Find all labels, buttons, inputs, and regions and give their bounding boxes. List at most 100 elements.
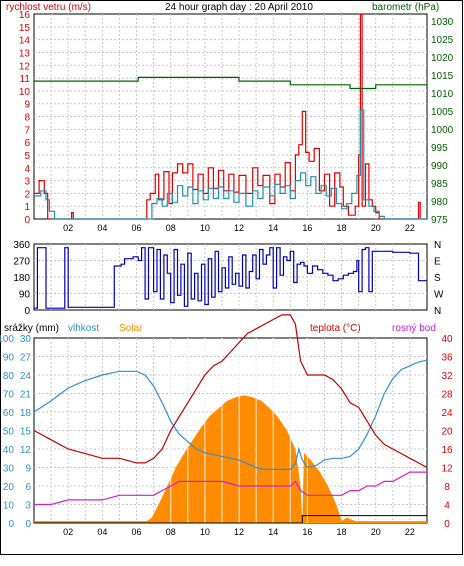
barometer-y-ticks-right: 975 980 985 990 995 1000 1005 1010 1015 1020 1025 1… [431, 17, 454, 226]
y-tick-label: 7 [24, 125, 30, 136]
humidity-y-ticks: 0 10 20 30 40 50 60 70 80 90 100 [0, 334, 14, 530]
y-tick-label: E [434, 257, 441, 268]
y-tick-label: 6 [24, 138, 30, 149]
x-tick-label: 22 [405, 223, 415, 233]
y-tick-label: 10 [19, 87, 31, 98]
solar-axis-label: Solar [119, 323, 143, 334]
y-tick-label: 13 [19, 48, 31, 59]
y-tick-label: 9 [24, 100, 30, 111]
temperature-y-ticks: 0 4 8 12 16 20 24 28 32 36 40 [441, 334, 453, 530]
y-tick-label: N [434, 240, 441, 251]
series-line-rain [34, 515, 427, 524]
x-tick-label: 18 [337, 223, 347, 233]
y-tick-label: 1020 [431, 53, 454, 64]
y-tick-label: 0 [24, 215, 30, 226]
y-tick-label: 18 [20, 408, 32, 419]
y-tick-label: 90 [3, 353, 15, 364]
x-tick-label: 22 [405, 527, 415, 537]
x-tick-label: 14 [268, 223, 278, 233]
y-tick-label: 3 [24, 177, 30, 188]
barometer-axis-label: barometr (hPa) [372, 2, 439, 13]
solar-area [34, 395, 427, 523]
y-tick-label: 12 [441, 464, 453, 475]
x-tick-label: 12 [234, 527, 244, 537]
x-tick-label: 10 [200, 527, 210, 537]
temperature-axis-label: teplota (°C) [310, 323, 361, 334]
temperature-series [33, 314, 428, 524]
direction-series [34, 247, 427, 309]
y-tick-label: 30 [20, 334, 32, 345]
y-tick-label: 8 [24, 113, 30, 124]
series-line-teplota [33, 314, 428, 469]
y-tick-label: 8 [444, 482, 450, 493]
y-tick-label: 990 [431, 161, 448, 172]
y-tick-label: 12 [20, 445, 32, 456]
y-tick-label: 16 [19, 10, 31, 21]
x-tick-label: 06 [132, 223, 142, 233]
y-tick-label: 20 [441, 427, 453, 438]
y-tick-label: 0 [25, 519, 31, 530]
y-tick-label: 980 [431, 197, 448, 208]
y-tick-label: 28 [441, 390, 453, 401]
y-tick-label: 80 [3, 371, 15, 382]
x-tick-label: 20 [371, 223, 381, 233]
y-tick-label: 1 [24, 202, 30, 213]
series-line-rosný bod [34, 471, 427, 506]
y-tick-label: 14 [19, 36, 31, 47]
rain-axis-label: srážky (mm) [4, 323, 59, 334]
y-tick-label: 90 [19, 290, 31, 301]
temperature-x-ticks: 02 04 06 08 10 12 14 16 18 20 22 [63, 527, 415, 537]
x-tick-label: 08 [166, 223, 176, 233]
y-tick-label: W [434, 290, 444, 301]
y-tick-label: S [434, 273, 441, 284]
y-tick-label: 1025 [431, 35, 454, 46]
series-line-average [34, 109, 427, 220]
wind-series [34, 13, 427, 220]
y-tick-label: 36 [441, 353, 453, 364]
y-tick-label: 24 [20, 371, 32, 382]
y-tick-label: 270 [13, 257, 30, 268]
series-line-vlhkost [33, 359, 428, 470]
y-tick-label: 21 [20, 390, 32, 401]
y-tick-label: 50 [3, 427, 15, 438]
x-tick-label: 02 [63, 527, 73, 537]
wind-speed-axis-label: rychlost vetru (m/s) [6, 2, 91, 13]
y-tick-label: 6 [25, 482, 31, 493]
y-tick-label: 11 [20, 74, 31, 85]
x-tick-label: 06 [132, 527, 142, 537]
y-tick-label: 12 [19, 61, 31, 72]
y-tick-label: 70 [3, 390, 15, 401]
series-line-direction [34, 247, 427, 309]
y-tick-label: 15 [20, 427, 32, 438]
y-tick-label: 30 [3, 464, 15, 475]
x-tick-label: 04 [97, 527, 107, 537]
y-tick-label: 40 [3, 445, 15, 456]
y-tick-label: 1005 [431, 107, 454, 118]
series-line-gust [34, 13, 427, 220]
x-tick-label: 16 [302, 527, 312, 537]
y-tick-label: 4 [444, 501, 450, 512]
wind-x-ticks: 02 04 06 08 10 12 14 16 18 20 22 [63, 223, 415, 233]
y-tick-label: 60 [3, 408, 15, 419]
y-tick-label: 4 [24, 164, 30, 175]
x-tick-label: 04 [97, 223, 107, 233]
rain-y-ticks: 0 3 6 9 12 15 18 21 24 27 30 [20, 334, 32, 530]
x-tick-label: 08 [166, 527, 176, 537]
dewpoint-axis-label: rosný bod [392, 323, 436, 334]
y-tick-label: 0 [8, 519, 14, 530]
y-tick-label: 1015 [431, 71, 454, 82]
direction-y-ticks-left: 0 90 180 270 360 [13, 240, 30, 317]
y-tick-label: N [434, 306, 441, 317]
y-tick-label: 5 [24, 151, 30, 162]
y-tick-label: 40 [441, 334, 453, 345]
x-tick-label: 02 [63, 223, 73, 233]
y-tick-label: 15 [19, 23, 31, 34]
y-tick-label: 1030 [431, 17, 454, 28]
x-tick-label: 18 [337, 527, 347, 537]
y-tick-label: 985 [431, 179, 448, 190]
